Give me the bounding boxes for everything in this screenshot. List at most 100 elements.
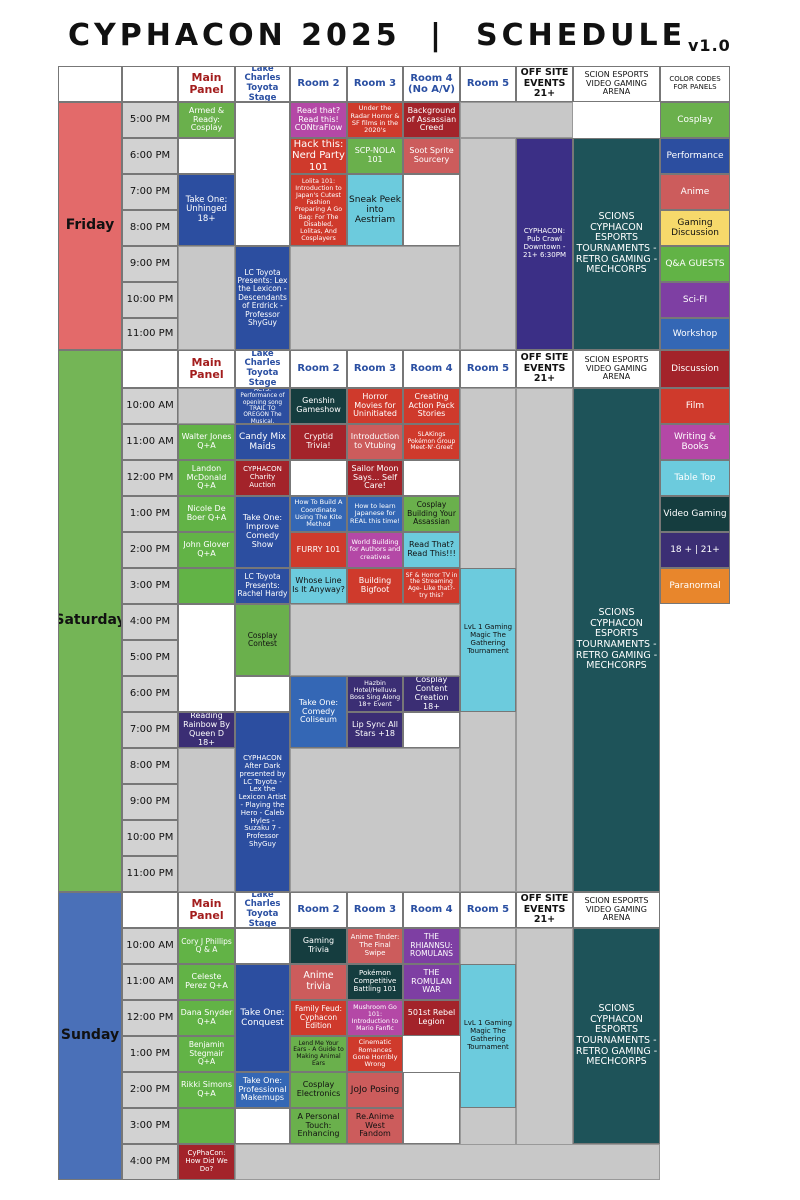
saturday-time-slot: 3:00 PM <box>122 568 178 604</box>
legend-anime-text: Anime <box>680 186 710 197</box>
friday-time-slot-text: 6:00 PM <box>129 150 171 162</box>
title-separator: | <box>430 18 445 53</box>
event-content-creation-text: Cosplay Content Creation 18+ <box>414 676 449 711</box>
event-scion-saturday-text: SCIONS CYPHACON ESPORTS TOURNAMENTS - RE… <box>575 607 658 672</box>
event-personal-touch-text: A Personal Touch: Enhancing <box>297 1111 340 1139</box>
event-nicole-text: Nicole De Boer Q+A <box>186 504 227 522</box>
version-label: v1.0 <box>688 36 731 55</box>
event-romulan-war-text: THE ROMULAN WAR <box>411 967 452 995</box>
day-friday: Friday <box>58 102 122 350</box>
event-armed-ready: Armed & Ready: Cosplay <box>178 102 235 138</box>
saturday-time-slot: 2:00 PM <box>122 532 178 568</box>
legend-video-gaming: Video Gaming <box>660 496 730 532</box>
friday-time-slot-text: 5:00 PM <box>129 114 171 126</box>
event-vtubing-text: Introduction to Vtubing <box>350 432 400 450</box>
event-scp-nola-text: SCP-NOLA 101 <box>354 146 396 164</box>
empty-slot <box>403 712 460 748</box>
legend-film: Film <box>660 388 730 424</box>
event-read-that-fri: Read that? Read this! CONtraFlow <box>290 102 347 138</box>
saturday-col-room4-text: Room 4 <box>410 363 453 375</box>
friday-time-slot: 11:00 PM <box>122 318 178 350</box>
saturday-col-lake-charles-text: Lake Charles Toyota Stage <box>244 350 281 388</box>
sunday-col-lake-charles-text: Lake Charles Toyota Stage <box>244 892 281 928</box>
sunday-col-room3: Room 3 <box>347 892 403 928</box>
event-under-radar-text: Under the Radar Horror & SF films in the… <box>350 104 400 135</box>
event-bigfoot-text: Building Bigfoot <box>358 576 392 594</box>
sunday-time-slot: 12:00 PM <box>122 1000 178 1036</box>
saturday-time-slot: 10:00 PM <box>122 820 178 856</box>
empty-slot <box>235 928 290 964</box>
event-rhiannsu-text: THE RHIANNSU: ROMULANS <box>410 932 453 959</box>
event-soot-sprite-text: Soot Sprite Sourcery <box>409 146 454 164</box>
event-lvl1-sunday-text: LvL 1 Gaming Magic The Gathering Tournam… <box>463 1019 513 1051</box>
event-genshin: Genshin Gameshow <box>290 388 347 424</box>
event-reading-rainbow: Reading Rainbow By Queen D 18+ <box>178 712 235 748</box>
event-reanime-text: Re.Anime West Fandom <box>355 1111 395 1139</box>
legend-table-top-text: Table Top <box>674 472 716 483</box>
event-mushroom-text: Mushroom Go 101: Introduction to Mario F… <box>351 1003 399 1033</box>
friday-time-slot-text: 11:00 PM <box>126 328 174 340</box>
event-pokemon-text: Pokémon Competitive Battling 101 <box>353 969 397 993</box>
sunday-col-main-panel-text: Main Panel <box>189 896 224 922</box>
event-romulan-war: THE ROMULAN WAR <box>403 964 460 1000</box>
event-cryptid-trivia: Cryptid Trivia! <box>290 424 347 460</box>
event-celeste-text: Celeste Perez Q+A <box>185 972 228 990</box>
event-read-that-sat-text: Read That? Read This!!! <box>407 540 456 558</box>
saturday-col-room2: Room 2 <box>290 350 347 388</box>
saturday-col-room4: Room 4 <box>403 350 460 388</box>
sunday-time-slot: 2:00 PM <box>122 1072 178 1108</box>
saturday-col-lake-charles: Lake Charles Toyota Stage <box>235 350 290 388</box>
event-hazbin-text: Hazbin Hotel/Helluva Boss Sing Along 18+… <box>349 679 401 709</box>
event-personal-touch: A Personal Touch: Enhancing <box>290 1108 347 1144</box>
event-japanese: How to learn Japanese for REAL this time… <box>347 496 403 532</box>
saturday-time-slot-text: 3:00 PM <box>129 580 171 592</box>
saturday-time-slot: 5:00 PM <box>122 640 178 676</box>
event-electronics: Cosplay Electronics <box>290 1072 347 1108</box>
event-under-radar: Under the Radar Horror & SF films in the… <box>347 102 403 138</box>
friday-time-slot: 5:00 PM <box>122 102 178 138</box>
event-landon: Landon McDonald Q+A <box>178 460 235 496</box>
saturday-time-slot: 8:00 PM <box>122 748 178 784</box>
friday-col-main-panel-text: Main Panel <box>189 70 224 96</box>
friday-time-slot-text: 8:00 PM <box>129 222 171 234</box>
sunday-col-scion: SCION ESPORTS VIDEO GAMING ARENA <box>573 892 660 928</box>
saturday-time-slot-text: 6:00 PM <box>129 688 171 700</box>
legend-performance-text: Performance <box>666 150 724 161</box>
sunday-time-slot-text: 2:00 PM <box>129 1084 171 1096</box>
event-assassin-creed: Background of Assassian Creed <box>403 102 460 138</box>
event-whose-line: Whose Line Is It Anyway? <box>290 568 347 604</box>
empty-slot <box>290 246 460 350</box>
event-sf-horror-text: SF & Horror TV in the Streaming Age- Lik… <box>405 571 458 599</box>
event-slakings-text: SLAKings Pokémon Group Meet-N'-Greet <box>407 430 456 452</box>
legend-paranormal-text: Paranormal <box>669 580 721 591</box>
event-rikki: Rikki Simons Q+A <box>178 1072 235 1108</box>
friday-col-scion-text: SCION ESPORTS VIDEO GAMING ARENA <box>584 69 649 97</box>
sunday-col-room4-text: Room 4 <box>410 904 453 916</box>
event-how-did: CyPhaCon: How Did We Do? <box>178 1144 235 1180</box>
sunday-time-slot-text: 11:00 AM <box>126 976 174 988</box>
saturday-col-offsite: OFF SITE EVENTS 21+ <box>516 350 573 388</box>
event-rikki-text: Rikki Simons Q+A <box>180 1080 233 1098</box>
event-assassin-creed-text: Background of Assassian Creed <box>406 105 457 133</box>
saturday-col-scion-text: SCION ESPORTS VIDEO GAMING ARENA <box>584 354 649 382</box>
saturday-time-slot-text: 9:00 PM <box>129 796 171 808</box>
empty-slot <box>460 102 573 138</box>
sunday-col-scion-text: SCION ESPORTS VIDEO GAMING ARENA <box>584 895 649 923</box>
friday-col-room3: Room 3 <box>347 66 403 102</box>
friday-col-room4-text: Room 4 (No A/V) <box>408 72 455 95</box>
event-benjamin-text: Benjamin Stegmair Q+A <box>188 1040 225 1067</box>
saturday-time-slot-text: 8:00 PM <box>129 760 171 772</box>
legend-writing-books: Writing & Books <box>660 424 730 460</box>
event-acts-text: ACTS: Performance of opening song TRAIL … <box>240 388 285 424</box>
sunday-time-slot-text: 1:00 PM <box>129 1048 171 1060</box>
friday-col-room5: Room 5 <box>460 66 516 102</box>
day-sunday: Sunday <box>58 892 122 1180</box>
legend-performance: Performance <box>660 138 730 174</box>
friday-time-slot: 7:00 PM <box>122 174 178 210</box>
event-walter-jones-text: Walter Jones Q+A <box>181 432 232 450</box>
sunday-col-room2: Room 2 <box>290 892 347 928</box>
legend-discussion-text: Discussion <box>671 363 719 374</box>
empty-slot <box>516 388 573 892</box>
legend-age-text: 18 + | 21+ <box>670 544 720 555</box>
